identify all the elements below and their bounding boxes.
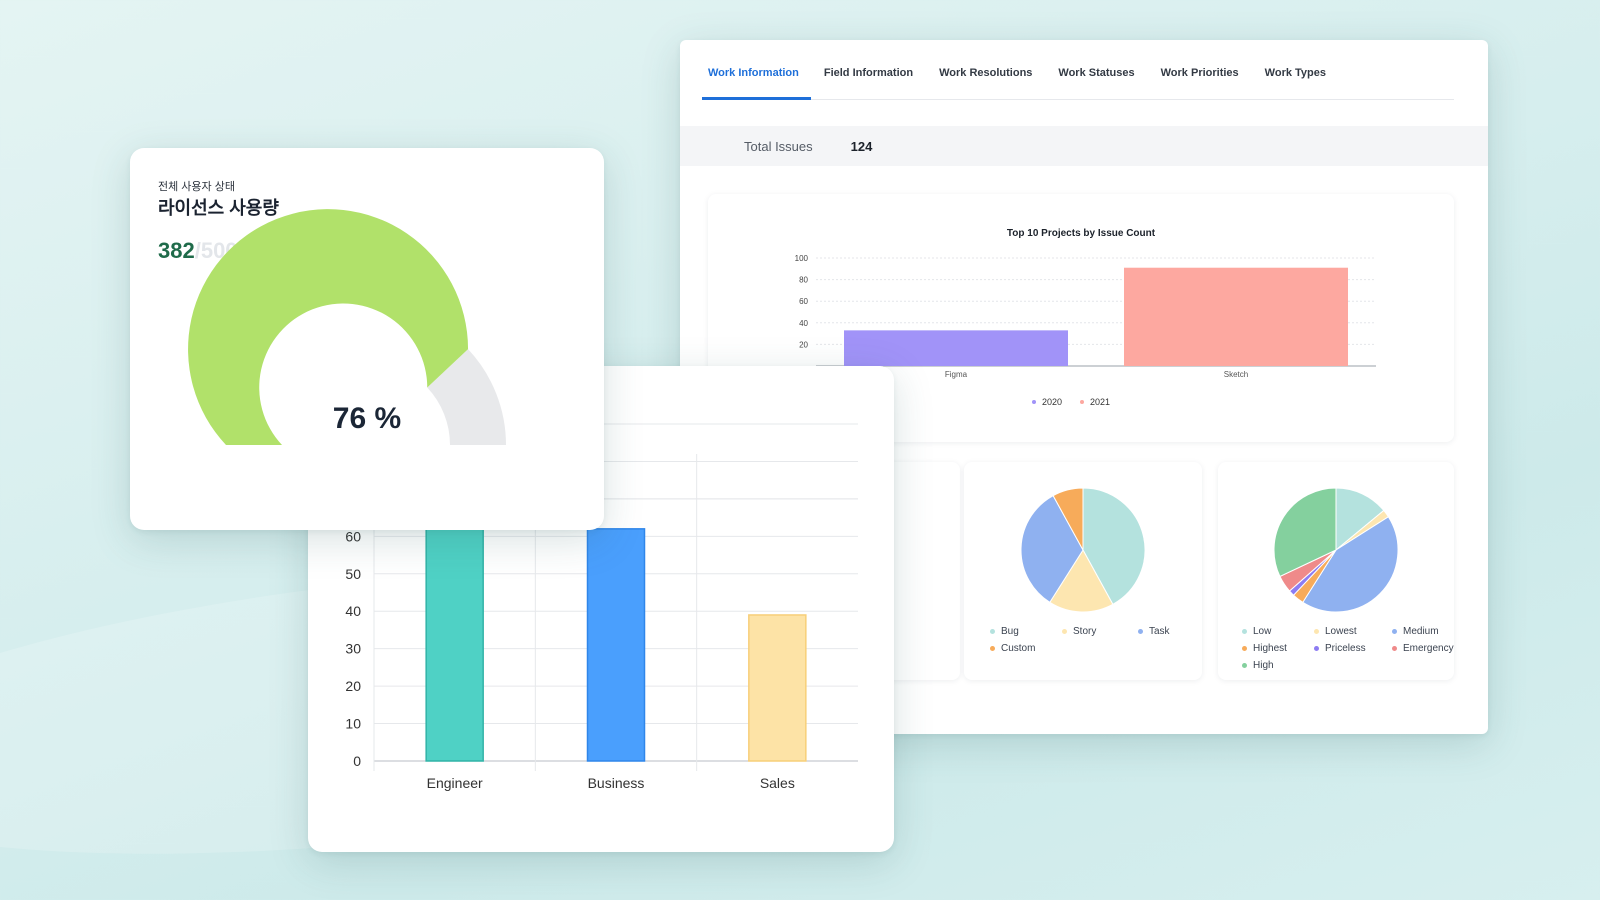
legend-dot <box>1032 400 1036 404</box>
legend-item-story: Story <box>1062 626 1128 637</box>
gauge-used-arc <box>188 209 469 445</box>
tab-work-resolutions[interactable]: Work Resolutions <box>939 67 1033 79</box>
legend-item-custom: Custom <box>990 643 1052 654</box>
total-issues-label: Total Issues <box>744 138 813 154</box>
total-issues-value: 124 <box>850 138 873 154</box>
legend-dot <box>990 646 995 651</box>
license-usage-card: 전체 사용자 상태 라이선스 사용량 382/500 i 76 % <box>130 148 604 530</box>
type-pie-chart <box>1020 487 1146 613</box>
chart-title: Top 10 Projects by Issue Count <box>1007 228 1156 239</box>
legend-label: Task <box>1149 626 1170 637</box>
pie-slice-high <box>1273 487 1337 578</box>
legend-dot <box>1314 629 1319 634</box>
bar-sketch <box>1124 267 1348 366</box>
projects-bar-chart: Top 10 Projects by Issue Count 20 40 60 80 10… <box>795 228 1376 407</box>
legend-item-task: Task <box>1138 626 1198 637</box>
y-tick-label: 60 <box>345 528 361 544</box>
legend-label: Low <box>1253 626 1272 637</box>
y-tick-label: 20 <box>345 678 361 694</box>
tab-work-types[interactable]: Work Types <box>1264 67 1327 79</box>
legend-dot <box>1062 629 1067 634</box>
license-used: 382 <box>158 238 195 263</box>
y-tick-label: 10 <box>345 716 361 732</box>
legend-label: Highest <box>1253 643 1287 654</box>
gauge-percent-label: 76 % <box>332 402 402 435</box>
priority-pie-panel: Low Lowest Medium Highest Priceless Emergency… <box>1218 462 1454 680</box>
issue-dashboard: Work Information Field Information Work … <box>680 40 1488 734</box>
type-pie-panel: Bug Story Task Custom <box>964 462 1202 680</box>
y-tick-label: 80 <box>799 276 808 285</box>
legend-dot <box>1080 400 1084 404</box>
legend-label: Story <box>1073 626 1097 637</box>
legend-dot <box>1138 629 1143 634</box>
legend-item-low: Low <box>1242 626 1304 637</box>
y-tick-label: 40 <box>799 319 808 328</box>
pie-slice-low <box>1335 487 1385 552</box>
legend-label: 2020 <box>1042 397 1062 407</box>
legend-label: Custom <box>1001 643 1036 654</box>
y-tick-label: 40 <box>345 603 361 619</box>
x-tick-label: Sketch <box>1224 370 1248 379</box>
y-tick-label: 50 <box>345 566 361 582</box>
x-tick-label: Engineer <box>427 775 483 791</box>
x-tick-label: Business <box>588 775 645 791</box>
legend-item-lowest: Lowest <box>1314 626 1382 637</box>
pie-slice-story <box>1049 549 1114 613</box>
legend-label: Lowest <box>1325 626 1357 637</box>
legend-dot <box>1314 646 1319 651</box>
legend-item-medium: Medium <box>1392 626 1462 637</box>
pie-slice-bug <box>1082 487 1146 606</box>
total-issues-row: Total Issues 124 <box>680 126 1488 166</box>
tab-work-priorities[interactable]: Work Priorities <box>1160 67 1239 79</box>
legend-dot <box>990 629 995 634</box>
legend-label: Emergency <box>1403 643 1454 654</box>
tab-work-information[interactable]: Work Information <box>702 40 811 100</box>
legend-item-priceless: Priceless <box>1314 643 1382 654</box>
y-tick-label: 100 <box>795 254 809 263</box>
y-tick-label: 30 <box>345 641 361 657</box>
y-tick-label: 60 <box>799 297 808 306</box>
legend-item-highest: Highest <box>1242 643 1304 654</box>
type-legend: Bug Story Task Custom <box>990 626 1198 654</box>
legend-label: Bug <box>1001 626 1019 637</box>
priority-legend: Low Lowest Medium Highest Priceless Emergency… <box>1242 626 1462 671</box>
legend-dot <box>1242 663 1247 668</box>
legend-dot <box>1392 629 1397 634</box>
tab-work-statuses[interactable]: Work Statuses <box>1058 67 1135 79</box>
gauge-remaining-arc <box>427 349 506 445</box>
bar-sales <box>748 614 807 762</box>
legend-dot <box>1242 629 1247 634</box>
y-tick-label: 20 <box>799 340 808 349</box>
legend-item-emergency: Emergency <box>1392 643 1462 654</box>
license-gauge <box>188 209 506 445</box>
tab-bar: Work Information Field Information Work … <box>702 40 1454 100</box>
license-subtitle: 전체 사용자 상태 <box>158 181 235 193</box>
legend-label: High <box>1253 660 1274 671</box>
projects-chart-panel: Top 10 Projects by Issue Count 20 40 60 80 10… <box>708 194 1454 442</box>
y-tick-label: 0 <box>353 753 361 769</box>
legend-dot <box>1392 646 1397 651</box>
bar-figma <box>844 330 1068 366</box>
legend-label: Priceless <box>1325 643 1366 654</box>
x-tick-label: Figma <box>945 370 968 379</box>
priority-pie-chart <box>1273 487 1399 613</box>
legend-item-high: High <box>1242 660 1304 671</box>
bar-business <box>586 528 646 762</box>
license-title: 라이선스 사용량 <box>158 198 279 218</box>
pie-slice-medium <box>1302 516 1399 613</box>
legend-label: Medium <box>1403 626 1439 637</box>
x-tick-label: Sales <box>760 775 795 791</box>
legend-item-bug: Bug <box>990 626 1052 637</box>
tab-field-information[interactable]: Field Information <box>823 67 914 79</box>
legend-label: 2021 <box>1090 397 1110 407</box>
legend-dot <box>1242 646 1247 651</box>
pie-slice-custom <box>1052 487 1084 551</box>
